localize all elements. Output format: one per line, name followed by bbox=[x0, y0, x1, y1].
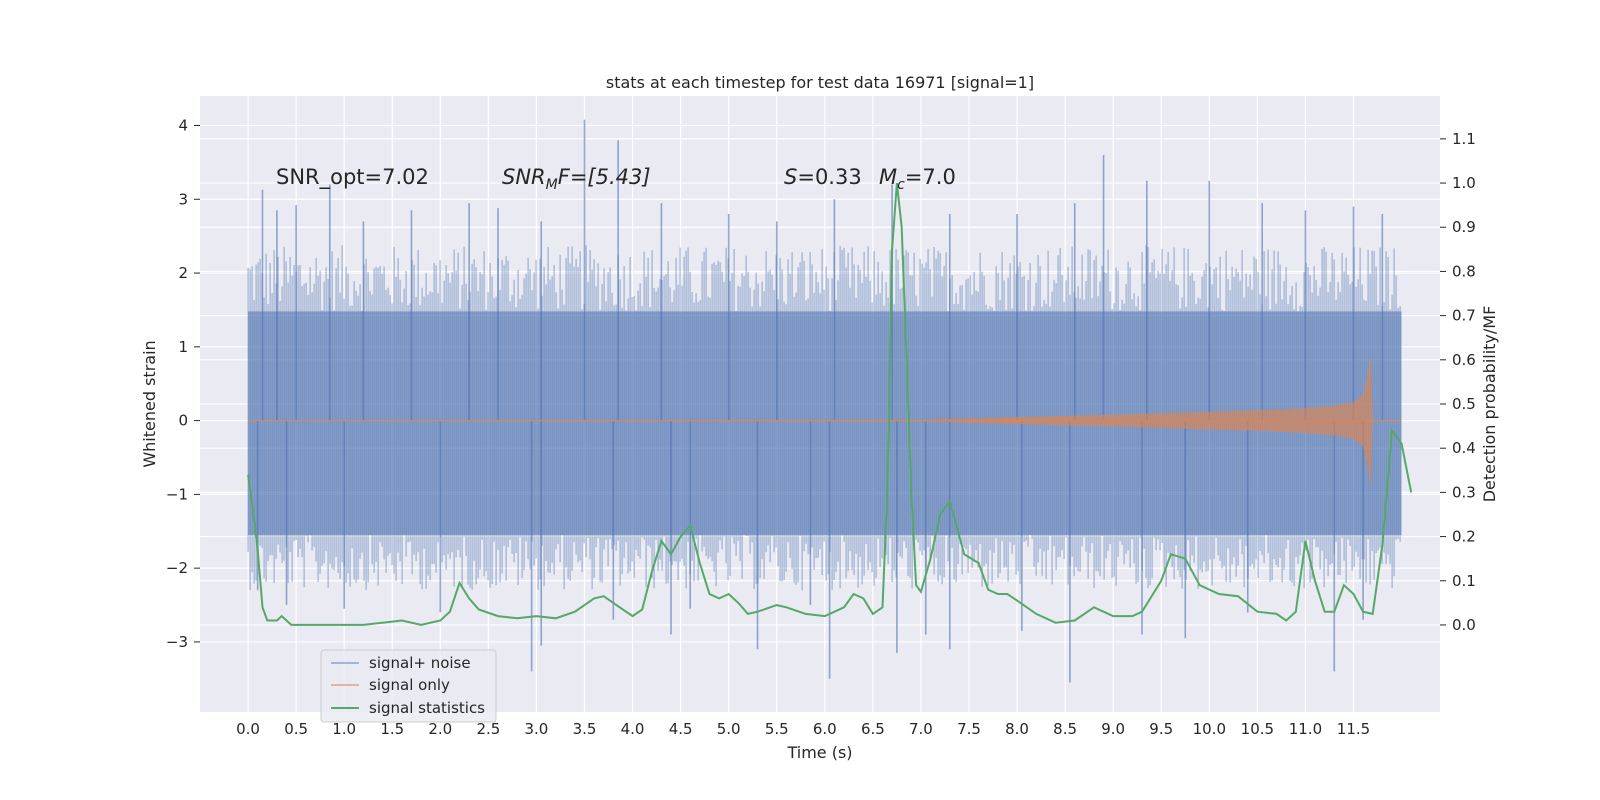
left-y-tick-label: 1 bbox=[178, 338, 188, 356]
right-y-tick-label: 0.1 bbox=[1452, 572, 1476, 590]
x-tick-label: 7.5 bbox=[957, 720, 981, 738]
left-y-tick-label: 4 bbox=[178, 117, 188, 135]
x-tick-label: 6.0 bbox=[813, 720, 837, 738]
signal-only-series bbox=[248, 354, 1402, 487]
x-tick-label: 8.5 bbox=[1053, 720, 1077, 738]
x-axis-title: Time (s) bbox=[786, 743, 852, 762]
mc-value: =7.0 bbox=[905, 165, 956, 189]
legend-box bbox=[320, 649, 497, 723]
x-tick-label: 6.5 bbox=[861, 720, 885, 738]
x-tick-label: 11.0 bbox=[1289, 720, 1322, 738]
right-y-tick-label: 1.1 bbox=[1452, 130, 1476, 148]
legend-label-signal-statistics: signal statistics bbox=[369, 699, 485, 717]
x-tick-label: 8.0 bbox=[1005, 720, 1029, 738]
right-y-tick-label: 0.9 bbox=[1452, 218, 1476, 236]
x-tick-label: 1.0 bbox=[332, 720, 356, 738]
x-tick-label: 4.5 bbox=[669, 720, 693, 738]
s-label: S bbox=[784, 165, 797, 189]
right-y-tick-label: 0.0 bbox=[1452, 616, 1476, 634]
x-tick-label: 10.0 bbox=[1193, 720, 1226, 738]
x-tick-label: 9.5 bbox=[1149, 720, 1173, 738]
right-y-tick-label: 1.0 bbox=[1452, 174, 1476, 192]
x-tick-label: 3.0 bbox=[525, 720, 549, 738]
right-y-axis-title: Detection probability/MF bbox=[1480, 306, 1499, 503]
legend-label-signal-noise: signal+ noise bbox=[369, 654, 471, 672]
left-y-tick-label: −1 bbox=[166, 485, 188, 503]
x-tick-label: 10.5 bbox=[1241, 720, 1274, 738]
x-tick-label: 2.5 bbox=[476, 720, 500, 738]
left-y-tick-label: 0 bbox=[178, 412, 188, 430]
x-tick-label: 2.0 bbox=[428, 720, 452, 738]
right-y-tick-label: 0.2 bbox=[1452, 528, 1476, 546]
right-y-tick-label: 0.5 bbox=[1452, 395, 1476, 413]
right-y-tick-label: 0.4 bbox=[1452, 439, 1476, 457]
right-y-tick-label: 0.8 bbox=[1452, 262, 1476, 280]
snr-mf-sub: M bbox=[546, 177, 558, 193]
mc-sub: c bbox=[897, 177, 905, 193]
legend-label-signal-only: signal only bbox=[369, 676, 450, 694]
left-y-axis-ticks: 4 3 2 1 0 −1 −2 −3 bbox=[166, 117, 200, 651]
x-axis-ticks: 0.0 0.5 1.0 1.5 2.0 2.5 3.0 3.5 4.0 4.5 5.0 5.5 6.0 6… bbox=[236, 720, 1370, 738]
s-value: =0.33 bbox=[797, 165, 861, 189]
x-tick-label: 0.0 bbox=[236, 720, 260, 738]
x-tick-label: 4.0 bbox=[621, 720, 645, 738]
snr-mf-annotation: SNRMF=[5.43] bbox=[502, 165, 651, 193]
x-tick-label: 5.0 bbox=[717, 720, 741, 738]
right-y-tick-label: 0.7 bbox=[1452, 307, 1476, 325]
right-y-tick-label: 0.3 bbox=[1452, 483, 1476, 501]
x-tick-label: 7.0 bbox=[909, 720, 933, 738]
right-y-tick-label: 0.6 bbox=[1452, 351, 1476, 369]
statistics-line bbox=[247, 182, 1413, 626]
s-annotation: S=0.33 bbox=[784, 165, 862, 189]
signal-statistics-series bbox=[247, 182, 1413, 626]
right-y-axis-ticks: 1.1 1.0 0.9 0.8 0.7 0.6 0.5 0.4 0.3 0.2 0.1 0.0 bbox=[1440, 130, 1476, 634]
snr-mf-base: SNR bbox=[502, 165, 546, 189]
x-tick-label: 1.5 bbox=[380, 720, 404, 738]
mc-base: M bbox=[879, 165, 897, 189]
mc-annotation: Mc=7.0 bbox=[879, 165, 956, 193]
left-y-tick-label: −3 bbox=[166, 633, 188, 651]
x-tick-label: 3.5 bbox=[573, 720, 597, 738]
left-y-tick-label: 2 bbox=[178, 264, 188, 282]
x-tick-label: 9.0 bbox=[1101, 720, 1125, 738]
legend: signal+ noise signal only signal statist… bbox=[320, 649, 497, 723]
snr-opt-annotation: SNR_opt=7.02 bbox=[276, 165, 429, 190]
left-y-tick-label: 3 bbox=[178, 190, 188, 208]
left-y-tick-label: −2 bbox=[166, 559, 188, 577]
x-tick-label: 5.5 bbox=[765, 720, 789, 738]
snr-mf-rest: F=[5.43] bbox=[558, 165, 651, 189]
x-tick-label: 11.5 bbox=[1337, 720, 1370, 738]
left-y-axis-title: Whitened strain bbox=[140, 340, 159, 467]
x-tick-label: 0.5 bbox=[284, 720, 308, 738]
chart-title: stats at each timestep for test data 169… bbox=[606, 73, 1034, 92]
